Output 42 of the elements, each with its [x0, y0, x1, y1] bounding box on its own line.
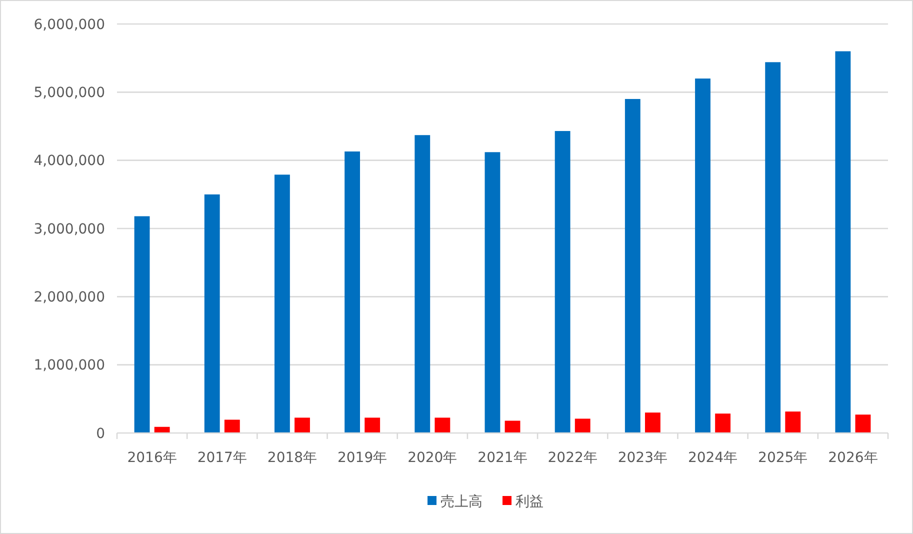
x-tick-label: 2023年 [618, 450, 668, 466]
x-tick-label: 2026年 [828, 450, 878, 466]
y-tick-label: 1,000,000 [34, 358, 105, 374]
bar [855, 414, 871, 433]
x-tick-label: 2021年 [478, 450, 528, 466]
bar [294, 418, 310, 433]
y-tick-label: 6,000,000 [34, 16, 105, 33]
y-tick-label: 5,000,000 [34, 85, 105, 102]
bar [154, 426, 170, 433]
bar [695, 78, 710, 433]
x-tick-label: 2020年 [408, 450, 458, 466]
x-tick-label: 2022年 [548, 450, 598, 466]
x-tick-label: 2016年 [127, 450, 177, 466]
bar [504, 420, 520, 433]
x-tick-label: 2018年 [267, 450, 318, 466]
bar [765, 62, 781, 433]
bar [715, 414, 731, 433]
bar [554, 131, 570, 433]
y-tick-label: 4,000,000 [34, 153, 105, 170]
bar [204, 194, 220, 433]
bar [344, 151, 360, 433]
bar [574, 418, 590, 433]
y-tick-label: 2,000,000 [34, 290, 105, 306]
y-tick-label: 0 [96, 426, 105, 442]
legend-label: 利益 [516, 494, 544, 510]
bar [274, 174, 290, 433]
bar [134, 216, 150, 433]
x-tick-label: 2017年 [197, 450, 247, 466]
bar [414, 135, 430, 433]
legend-label: 売上高 [440, 494, 482, 510]
x-tick-label: 2025年 [758, 450, 808, 466]
bar [785, 412, 801, 433]
bar [484, 152, 500, 433]
bar [644, 412, 660, 433]
bar [624, 98, 640, 433]
y-tick-label: 3,000,000 [34, 221, 105, 238]
bar [224, 420, 240, 433]
bar [434, 418, 450, 433]
x-tick-label: 2024年 [688, 450, 738, 466]
bar [835, 51, 851, 433]
x-tick-label: 2019年 [338, 450, 388, 466]
bar [364, 418, 380, 433]
